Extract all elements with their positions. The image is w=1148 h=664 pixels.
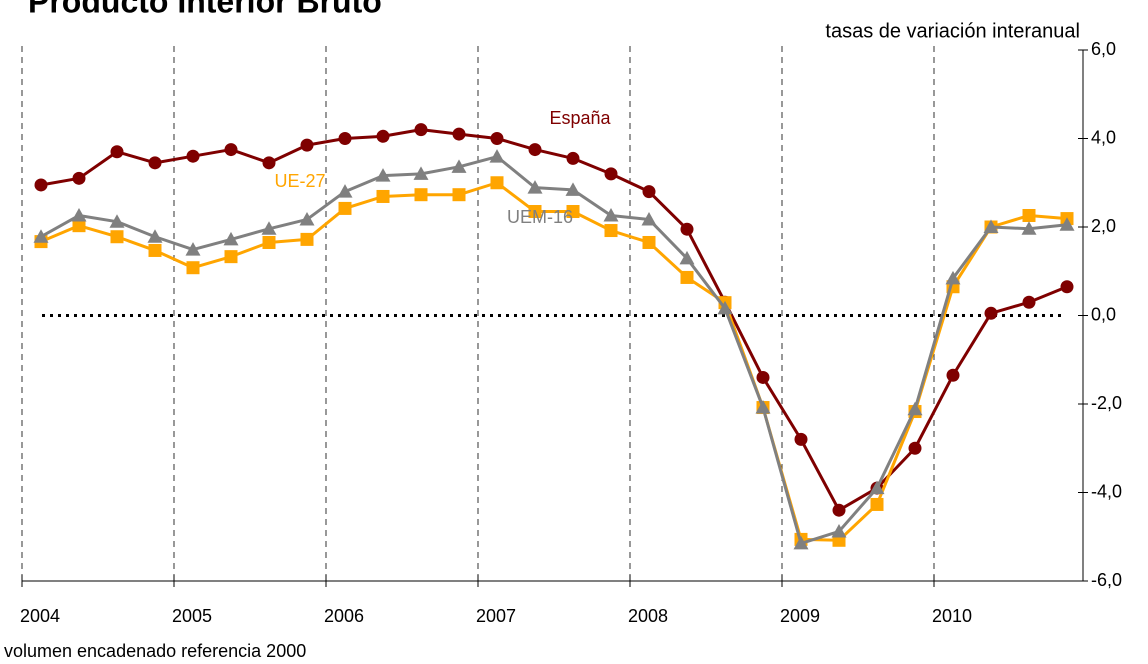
point: [831, 523, 847, 538]
point: [756, 370, 770, 384]
point: [1022, 295, 1036, 309]
point: [186, 261, 200, 275]
point: [641, 211, 657, 226]
point: [72, 219, 86, 233]
y-tick-label: 2,0: [1091, 216, 1116, 236]
point: [185, 242, 201, 256]
point: [261, 221, 277, 235]
point: [794, 432, 808, 446]
point: [223, 231, 239, 246]
point: [34, 178, 48, 192]
point: [907, 401, 923, 416]
point: [869, 480, 885, 495]
point: [566, 205, 580, 219]
point: [148, 156, 162, 170]
point: [490, 176, 504, 190]
point: [679, 250, 695, 265]
series-label: UE-27: [274, 171, 325, 191]
point: [338, 132, 352, 145]
point: [984, 306, 998, 320]
point: [680, 222, 694, 236]
y-tick-label: -2,0: [1091, 393, 1122, 413]
y-tick-label: -4,0: [1091, 481, 1122, 501]
point: [262, 235, 276, 249]
point: [642, 185, 656, 199]
x-tick-label: 2008: [628, 606, 668, 626]
point: [300, 232, 314, 246]
series-label: UEM-16: [507, 207, 573, 227]
x-tick-label: 2007: [476, 606, 516, 626]
point: [490, 132, 504, 145]
y-tick-label: 0,0: [1091, 304, 1116, 324]
point: [299, 211, 315, 226]
y-tick-label: 4,0: [1091, 127, 1116, 147]
point: [946, 368, 960, 382]
x-tick-label: 2005: [172, 606, 212, 626]
footnote: volumen encadenado referencia 2000: [4, 641, 306, 661]
point: [489, 149, 505, 163]
point: [528, 143, 542, 157]
point: [603, 207, 619, 222]
point: [224, 143, 238, 157]
point: [72, 171, 86, 185]
point: [1021, 221, 1037, 235]
point: [452, 188, 466, 202]
series-label: España: [549, 108, 611, 128]
x-tick-label: 2009: [780, 606, 820, 626]
series-line: [40, 128, 1068, 512]
point: [527, 180, 543, 194]
series-line: [40, 181, 1068, 542]
point: [110, 230, 124, 244]
x-tick-label: 2010: [932, 606, 972, 626]
point: [414, 188, 428, 202]
point: [376, 129, 390, 143]
point: [528, 205, 542, 219]
point: [755, 400, 771, 414]
point: [1022, 208, 1036, 222]
point: [642, 235, 656, 249]
point: [1059, 217, 1075, 231]
point: [945, 270, 961, 285]
y-tick-label: -6,0: [1091, 570, 1122, 590]
point: [337, 184, 353, 198]
point: [565, 182, 581, 196]
point: [109, 214, 125, 228]
point: [452, 127, 466, 141]
point: [983, 219, 999, 233]
point: [376, 189, 390, 203]
chart-title: Producto Interior Bruto: [28, 0, 382, 19]
point: [300, 138, 314, 152]
point: [262, 156, 276, 170]
point: [338, 201, 352, 215]
point: [414, 123, 428, 137]
x-tick-label: 2006: [324, 606, 364, 626]
point: [680, 270, 694, 284]
point: [224, 250, 238, 264]
point: [110, 145, 124, 159]
point: [1060, 280, 1074, 294]
point: [375, 168, 391, 182]
point: [71, 207, 87, 222]
point: [33, 229, 49, 243]
point: [793, 535, 809, 550]
point: [566, 151, 580, 165]
point: [413, 166, 429, 180]
point: [186, 149, 200, 163]
x-tick-label: 2004: [20, 606, 60, 626]
point: [451, 159, 467, 173]
point: [147, 229, 163, 243]
series-line: [40, 155, 1068, 545]
point: [870, 497, 884, 511]
point: [908, 441, 922, 455]
point: [604, 167, 618, 181]
point: [717, 300, 733, 315]
point: [604, 224, 618, 238]
point: [148, 243, 162, 257]
y-tick-label: 6,0: [1091, 39, 1116, 59]
point: [832, 503, 846, 517]
chart-subtitle: tasas de variación interanual: [825, 20, 1080, 42]
